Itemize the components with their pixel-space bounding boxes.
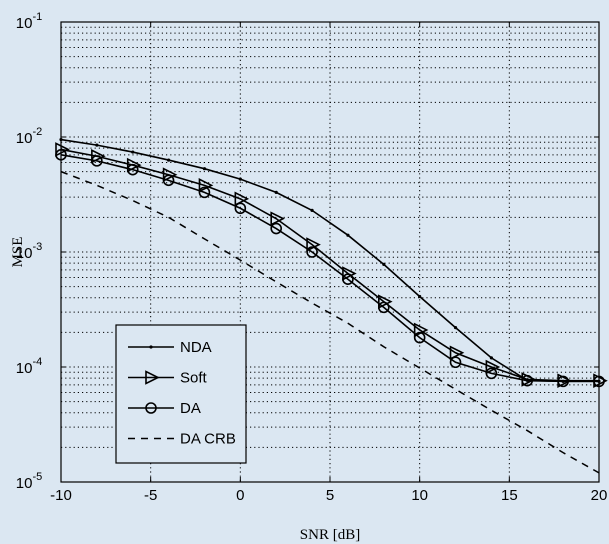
data-point: [91, 155, 103, 167]
data-point: [377, 294, 393, 309]
x-tick-label: -10: [50, 487, 72, 504]
data-point: [202, 167, 207, 171]
legend-label: NDA: [180, 339, 212, 356]
series-line: [60, 170, 600, 474]
series-nda: [59, 137, 601, 383]
legend: NDA Soft DA DA CRB: [115, 324, 247, 464]
y-tick-label: 10-1: [16, 11, 42, 32]
data-point: [413, 331, 426, 344]
axis-label-layer: SNR [dB] MSE: [10, 237, 360, 543]
data-point: [270, 222, 283, 235]
data-point: [377, 301, 390, 314]
series-da: [55, 149, 605, 388]
data-point: [449, 356, 462, 369]
series-line: [60, 154, 599, 383]
data-point: [55, 142, 70, 157]
x-tick-label: 0: [236, 487, 244, 504]
data-point: [198, 178, 214, 193]
data-point: [382, 262, 386, 267]
data-point: [453, 326, 458, 330]
series-da-crb: [60, 170, 600, 474]
legend-swatch-marker: [145, 402, 157, 414]
grid-layer: [61, 22, 599, 482]
legend-label: Soft: [180, 370, 208, 387]
data-point: [557, 375, 569, 388]
data-point: [95, 143, 99, 147]
data-point: [167, 158, 171, 162]
series-line: [60, 148, 599, 382]
data-point: [306, 246, 318, 258]
y-tick-label: 10-5: [16, 471, 42, 492]
data-point: [162, 167, 178, 183]
data-point: [418, 294, 422, 299]
tick-layer: -10 -5 0 5 10 15 20 10-5 10-4 10-3 10-2 10-1: [16, 11, 608, 504]
x-tick-label: 10: [411, 487, 428, 504]
data-point: [131, 150, 135, 154]
y-tick-label: 10-3: [16, 241, 42, 262]
data-point: [198, 186, 211, 199]
data-point: [270, 211, 285, 226]
legend-swatch-marker: [145, 370, 160, 385]
legend-label: DA: [180, 400, 201, 417]
x-tick-label: 20: [591, 487, 608, 504]
data-point: [521, 374, 534, 387]
data-point: [342, 273, 354, 286]
data-point: [162, 174, 175, 187]
legend-label: DA CRB: [180, 431, 236, 448]
legend-box: [115, 324, 247, 464]
data-point: [238, 177, 242, 181]
x-axis-title: SNR [dB]: [300, 527, 360, 543]
data-point: [234, 191, 250, 207]
data-point: [489, 356, 493, 360]
data-point: [234, 202, 247, 215]
x-tick-label: -5: [144, 487, 157, 504]
data-point: [126, 163, 139, 176]
series-line: [60, 138, 599, 383]
data-point: [485, 359, 501, 375]
x-tick-label: 15: [501, 487, 518, 504]
y-axis-title: MSE: [10, 237, 26, 268]
series-layer: [55, 137, 608, 474]
legend-swatch-marker: [149, 345, 153, 349]
x-tick-label: 5: [326, 487, 334, 504]
data-point: [274, 190, 278, 194]
data-point: [449, 345, 465, 361]
y-tick-label: 10-4: [16, 356, 42, 377]
data-point: [310, 208, 314, 213]
data-point: [485, 367, 498, 380]
data-point: [126, 157, 142, 173]
data-point: [346, 233, 350, 237]
data-point: [342, 266, 357, 281]
y-tick-label: 10-2: [16, 126, 42, 147]
series-soft: [55, 142, 608, 389]
data-point: [91, 148, 106, 164]
